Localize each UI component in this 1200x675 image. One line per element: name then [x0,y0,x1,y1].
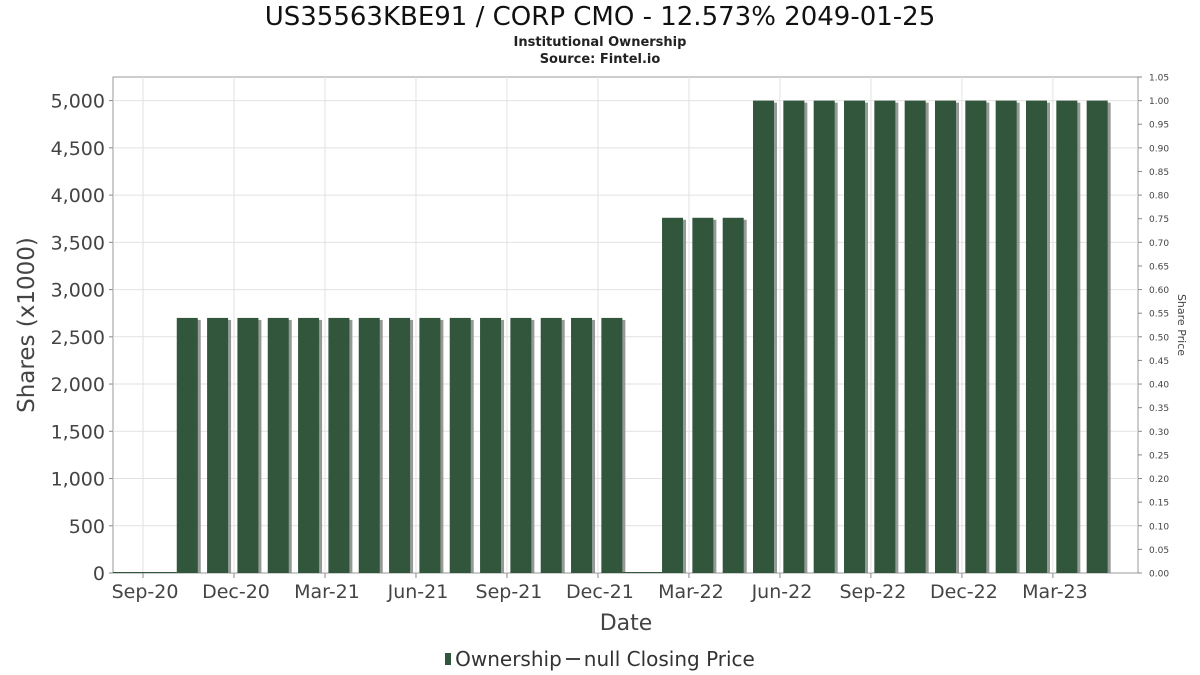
legend-ownership-label: Ownership [455,647,562,671]
y2-tick-label: 0.95 [1149,121,1169,131]
legend: Ownership null Closing Price [0,647,1200,671]
ownership-bar [783,100,805,573]
y2-tick-label: 0.40 [1149,381,1169,391]
x-tick-label: Dec-21 [566,581,634,603]
y2-tick-label: 1.05 [1149,74,1169,84]
ownership-bar [540,317,562,573]
y2-tick-label: 0.00 [1149,570,1169,580]
ownership-bar [904,100,926,573]
y-tick-label: 3,000 [51,280,105,302]
ownership-bar [874,100,896,573]
ownership-bar [722,217,744,573]
y2-axis-label: Share Price [1175,294,1188,356]
y2-tick-label: 0.90 [1149,144,1169,154]
ownership-bar [1056,100,1078,573]
y2-tick-label: 0.10 [1149,522,1169,532]
y2-tick-label: 1.00 [1149,97,1169,107]
y-tick-label: 4,000 [51,185,105,207]
x-tick-label: Jun-21 [387,581,449,603]
y-tick-label: 3,500 [51,232,105,254]
x-tick-label: Mar-23 [1022,581,1088,603]
x-tick-label: Dec-22 [930,581,998,603]
ownership-bar [298,317,320,573]
ownership-bar [692,217,714,573]
x-tick-label: Mar-21 [294,581,360,603]
y2-tick-label: 0.85 [1149,168,1169,178]
x-tick-label: Dec-20 [202,581,270,603]
ownership-bar [480,317,502,573]
bars [113,100,1111,573]
ownership-bar [844,100,866,573]
chart-source: Source: Fintel.io [539,52,661,67]
chart-subtitle: Institutional Ownership [513,35,687,50]
y2-tick-label: 0.05 [1149,546,1169,556]
ownership-bar [419,317,441,573]
y2-tick-label: 0.55 [1149,310,1169,320]
ownership-bar [267,317,289,573]
ownership-bar [510,317,532,573]
legend-closing-price-label: null Closing Price [583,647,755,671]
y-tick-label: 500 [69,516,105,538]
x-tick-label: Jun-22 [751,581,813,603]
y-tick-label: 1,000 [51,469,105,491]
y2-tick-label: 0.75 [1149,215,1169,225]
y2-tick-label: 0.25 [1149,451,1169,461]
ownership-bar [449,317,471,573]
axes: 0 500 1,000 1,500 2,000 2,500 3,000 3,500 4,000 4… [51,74,1170,604]
y-axis-label: Shares (x1000) [14,237,40,413]
ownership-bar [176,317,198,573]
ownership-bar [389,317,411,573]
y2-tick-label: 0.45 [1149,357,1169,367]
ownership-bar [207,317,229,573]
y-tick-label: 5,000 [51,91,105,113]
y2-tick-label: 0.50 [1149,333,1169,343]
ownership-bar [753,100,775,573]
ownership-bar [358,317,380,573]
y2-tick-label: 0.60 [1149,286,1169,296]
y2-tick-label: 0.30 [1149,428,1169,438]
ownership-bar [965,100,987,573]
ownership-bar [328,317,350,573]
x-tick-label: Mar-22 [658,581,724,603]
y2-tick-label: 0.20 [1149,475,1169,485]
y-tick-label: 4,500 [51,138,105,160]
x-tick-label: Sep-20 [112,581,179,603]
y2-tick-label: 0.35 [1149,404,1169,414]
y2-tick-label: 0.80 [1149,192,1169,202]
ownership-bar [935,100,957,573]
y2-tick-label: 0.65 [1149,262,1169,272]
ownership-bar [995,100,1017,573]
x-tick-label: Sep-22 [839,581,906,603]
ownership-bar [662,217,684,573]
ownership-bar [813,100,835,573]
ownership-bar [1025,100,1047,573]
x-tick-label: Sep-21 [476,581,543,603]
y-tick-label: 2,000 [51,374,105,396]
ownership-bar [601,317,623,573]
ownership-bar [1086,100,1108,573]
y-tick-label: 2,500 [51,327,105,349]
y2-tick-label: 0.70 [1149,239,1169,249]
ownership-bar [571,317,593,573]
x-axis-label: Date [600,611,653,636]
y2-tick-label: 0.15 [1149,499,1169,509]
y-tick-label: 1,500 [51,421,105,443]
ownership-bar [237,317,259,573]
chart-title: US35563KBE91 / CORP CMO - 12.573% 2049-0… [264,2,936,32]
legend-ownership-swatch [445,653,452,665]
y-tick-label: 0 [93,563,105,585]
legend-closing-price-line [565,658,580,660]
